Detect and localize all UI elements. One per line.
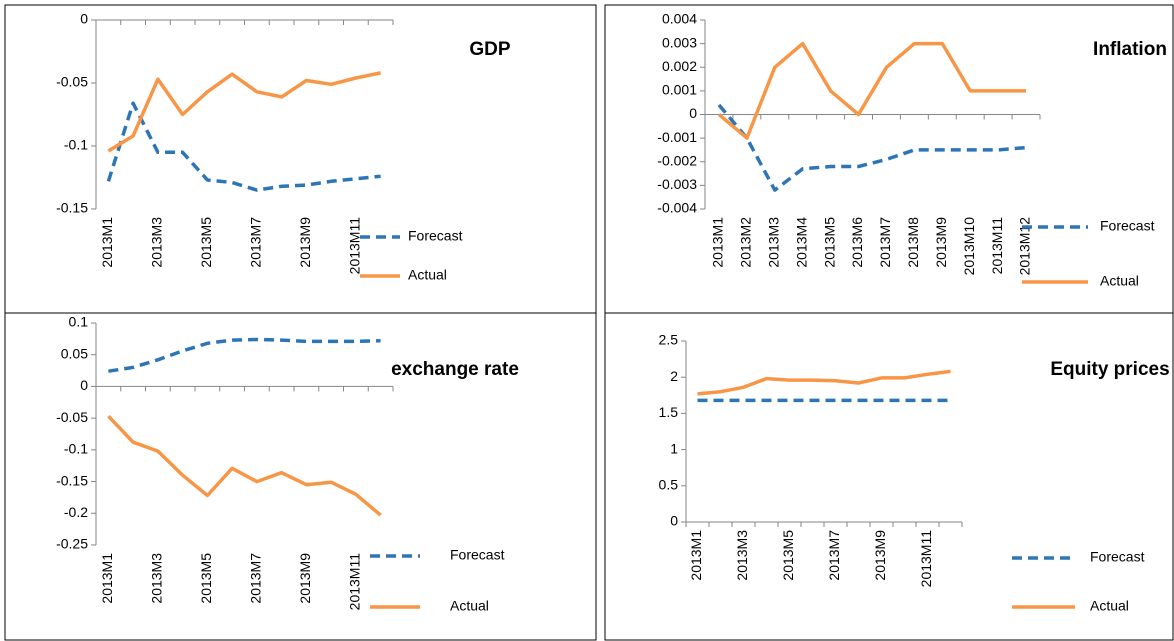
y-tick-label: -0.003 bbox=[657, 176, 697, 192]
x-tick-label: 2013M3 bbox=[734, 530, 750, 581]
y-tick-label: 2 bbox=[670, 368, 678, 384]
legend-label: Forecast bbox=[408, 228, 463, 244]
y-tick-label: -0.001 bbox=[657, 129, 697, 145]
y-tick-label: 0.05 bbox=[61, 345, 88, 361]
x-tick-label: 2013M1 bbox=[688, 530, 704, 581]
legend-label: Forecast bbox=[1100, 218, 1155, 234]
y-tick-label: -0.2 bbox=[64, 504, 88, 520]
y-tick-label: 0.004 bbox=[662, 11, 697, 27]
y-tick-label: 1.5 bbox=[659, 404, 679, 420]
y-tick-label: 0 bbox=[670, 513, 678, 529]
y-tick-label: -0.15 bbox=[56, 472, 88, 488]
series-line bbox=[717, 103, 1027, 192]
x-tick-label: 2013M7 bbox=[826, 530, 842, 581]
y-tick-label: 2.5 bbox=[659, 332, 679, 348]
y-tick-label: -0.05 bbox=[56, 74, 88, 90]
x-tick-label: 2013M11 bbox=[918, 530, 934, 588]
y-tick-label: 0.003 bbox=[662, 34, 697, 50]
legend-label: Actual bbox=[1100, 273, 1139, 289]
y-tick-label: -0.1 bbox=[64, 137, 88, 153]
x-tick-label: 2013M5 bbox=[780, 530, 796, 581]
series-line bbox=[697, 369, 951, 396]
x-tick-label: 2013M10 bbox=[961, 217, 977, 276]
x-tick-label: 2013M11 bbox=[347, 553, 363, 611]
legend-label: Actual bbox=[1090, 598, 1129, 614]
series-line bbox=[107, 71, 381, 153]
series-line bbox=[107, 414, 382, 517]
y-tick-label: 0 bbox=[80, 377, 88, 393]
y-tick-label: 0 bbox=[80, 11, 88, 27]
x-tick-label: 2013M9 bbox=[297, 553, 313, 604]
legend-label: Actual bbox=[450, 598, 489, 614]
chart-title: Inflation bbox=[1093, 39, 1167, 60]
x-tick-label: 2013M4 bbox=[793, 217, 809, 268]
chart-title: exchange rate bbox=[391, 359, 519, 380]
panel-border bbox=[604, 312, 1174, 641]
x-tick-label: 2013M1 bbox=[99, 217, 115, 268]
x-tick-label: 2013M5 bbox=[198, 553, 214, 604]
x-tick-label: 2013M2 bbox=[738, 217, 754, 268]
x-tick-label: 2013M11 bbox=[989, 217, 1005, 275]
x-tick-label: 2013M3 bbox=[765, 217, 781, 268]
x-tick-label: 2013M8 bbox=[905, 217, 921, 268]
series-line bbox=[108, 337, 381, 373]
y-tick-label: 0.1 bbox=[69, 314, 89, 330]
y-tick-label: 0.001 bbox=[662, 82, 697, 98]
x-tick-label: 2013M12 bbox=[1017, 217, 1033, 276]
x-tick-label: 2013M7 bbox=[877, 217, 893, 268]
x-tick-label: 2013M3 bbox=[149, 553, 165, 604]
y-tick-label: -0.1 bbox=[64, 441, 88, 457]
x-tick-label: 2013M1 bbox=[710, 217, 726, 268]
x-tick-label: 2013M11 bbox=[347, 217, 363, 275]
y-tick-label: -0.05 bbox=[56, 409, 88, 425]
y-tick-label: 0.002 bbox=[662, 58, 697, 74]
y-tick-label: -0.25 bbox=[56, 536, 88, 552]
x-tick-label: 2013M6 bbox=[849, 217, 865, 268]
x-tick-label: 2013M1 bbox=[99, 553, 115, 604]
y-tick-label: 1 bbox=[670, 440, 678, 456]
series-line bbox=[717, 41, 1026, 140]
legend-label: Actual bbox=[408, 267, 447, 283]
x-tick-label: 2013M5 bbox=[821, 217, 837, 268]
panel-border bbox=[4, 312, 597, 641]
x-tick-label: 2013M7 bbox=[248, 553, 264, 604]
chart-title: GDP bbox=[469, 39, 511, 60]
legend-label: Forecast bbox=[450, 547, 505, 563]
y-tick-label: -0.15 bbox=[56, 200, 88, 216]
x-tick-label: 2013M3 bbox=[149, 217, 165, 268]
x-tick-label: 2013M9 bbox=[872, 530, 888, 581]
series-line bbox=[106, 101, 381, 192]
x-tick-label: 2013M9 bbox=[297, 217, 313, 268]
x-tick-label: 2013M7 bbox=[248, 217, 264, 268]
y-tick-label: -0.002 bbox=[657, 152, 697, 168]
x-tick-label: 2013M5 bbox=[198, 217, 214, 268]
y-tick-label: 0.5 bbox=[659, 477, 679, 493]
y-tick-label: -0.004 bbox=[657, 200, 697, 216]
chart-title: Equity prices bbox=[1050, 359, 1169, 380]
x-tick-label: 2013M9 bbox=[933, 217, 949, 268]
legend-label: Forecast bbox=[1090, 549, 1145, 565]
y-tick-label: 0 bbox=[689, 105, 697, 121]
